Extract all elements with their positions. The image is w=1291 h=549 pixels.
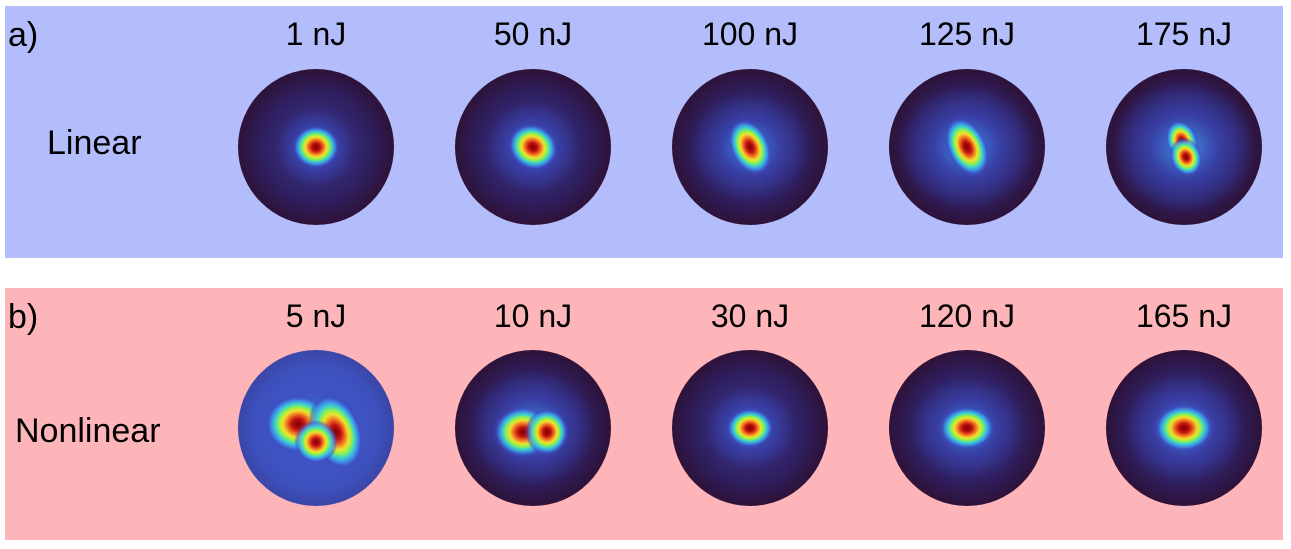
beam-profile-image — [1106, 350, 1262, 506]
beam-profile-image — [238, 69, 394, 225]
energy-label: 5 nJ — [285, 298, 347, 334]
energy-label: 165 nJ — [1135, 298, 1233, 334]
beam-spot — [944, 116, 990, 178]
energy-label: 50 nJ — [493, 16, 573, 52]
beam-spot — [525, 408, 569, 456]
energy-label: 125 nJ — [918, 16, 1016, 52]
beam-images-linear — [238, 69, 1262, 225]
beam-spot — [294, 420, 338, 464]
beam-profile-image — [889, 350, 1045, 506]
row-label: Linear — [47, 124, 142, 162]
energy-label: 120 nJ — [918, 298, 1016, 334]
energy-label: 175 nJ — [1135, 16, 1233, 52]
panel-label: a) — [8, 16, 39, 54]
beam-spot — [939, 406, 995, 450]
beam-profile-image — [672, 350, 828, 506]
panel-nonlinear: b) Nonlinear 5 nJ 10 nJ 30 nJ 120 nJ 165… — [5, 288, 1283, 540]
beam-profile-image — [889, 69, 1045, 225]
row-label: Nonlinear — [15, 412, 161, 450]
beam-profile-image — [238, 350, 394, 506]
energy-label: 1 nJ — [285, 16, 347, 52]
beam-profile-image — [455, 69, 611, 225]
beam-spot — [1154, 404, 1214, 452]
beam-images-nonlinear — [238, 350, 1262, 506]
energy-label: 100 nJ — [701, 16, 799, 52]
beam-profile-image — [1106, 69, 1262, 225]
energy-label: 30 nJ — [710, 298, 790, 334]
beam-spot — [727, 118, 773, 176]
beam-spot — [726, 408, 774, 448]
beam-profile-image — [455, 350, 611, 506]
panel-linear: a) Linear 1 nJ 50 nJ 100 nJ 125 nJ 175 n… — [5, 6, 1283, 258]
panel-label: b) — [8, 298, 39, 336]
beam-spot — [1169, 137, 1203, 177]
beam-profile-image — [672, 69, 828, 225]
energy-label: 10 nJ — [493, 298, 573, 334]
beam-spot — [507, 123, 559, 171]
beam-spot — [292, 125, 340, 169]
